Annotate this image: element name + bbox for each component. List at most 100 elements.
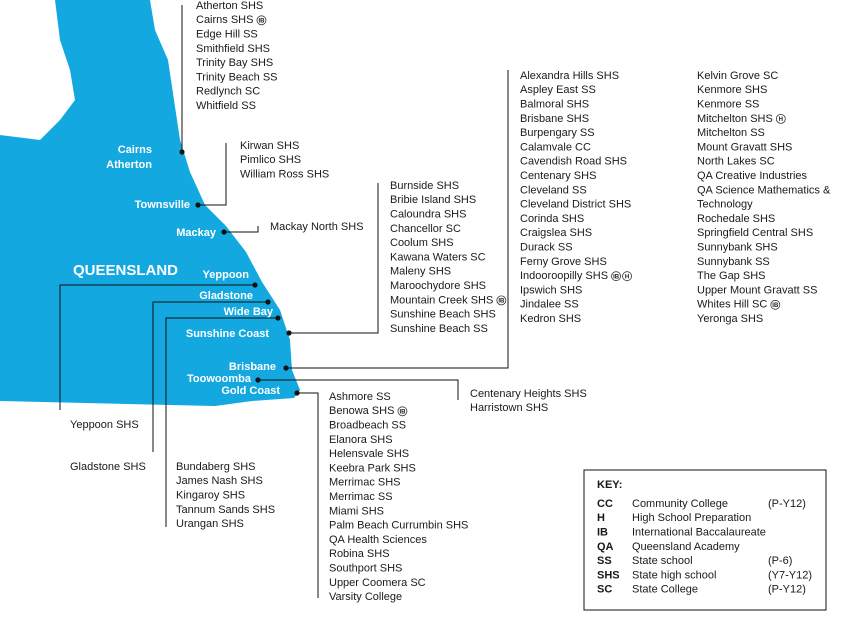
school-name: Whites Hill SC (697, 299, 767, 311)
location-dot (195, 202, 201, 208)
school-name: Cleveland SS (520, 184, 587, 196)
school-name: Mitchelton SS (697, 127, 765, 139)
leader-line (59, 284, 255, 410)
school-name: Durack SS (520, 242, 573, 254)
school-name: James Nash SHS (176, 475, 263, 487)
location-dot (275, 315, 281, 321)
school-name: Upper Coomera SC (329, 577, 426, 589)
school-name: QA Science Mathematics & (697, 184, 831, 196)
school-name: Maroochydore SHS (390, 280, 486, 292)
school-name: Pimlico SHS (240, 154, 301, 166)
location-dot (252, 282, 258, 288)
region-label: Gold Coast (221, 385, 280, 397)
school-name: Palm Beach Currumbin SHS (329, 520, 468, 532)
school-name: Kedron SHS (520, 313, 581, 325)
key-description: State College (632, 584, 698, 596)
school-name: Mackay North SHS (270, 221, 364, 233)
school-name: Redlynch SC (196, 86, 260, 98)
school-name: Centenary SHS (520, 170, 596, 182)
location-dot (286, 330, 292, 336)
key-abbr: CC (597, 498, 613, 510)
region-label: Toowoomba (187, 373, 252, 385)
key-description: State high school (632, 569, 716, 581)
school-name: Technology (697, 199, 753, 211)
badge: IB (258, 18, 265, 24)
school-name: Craigslea SHS (520, 227, 592, 239)
school-name: Merrimac SHS (329, 477, 401, 489)
key-description: International Baccalaureate (632, 527, 766, 539)
key-abbr: IB (597, 527, 608, 539)
school-name: Mount Gravatt SHS (697, 141, 792, 153)
badge-circle (622, 271, 632, 282)
school-name: Caloundra SHS (390, 209, 466, 221)
school-name: Smithfield SHS (196, 43, 270, 55)
school-name: Bundaberg SHS (176, 461, 256, 473)
school-name: Varsity College (329, 591, 402, 603)
leader-line (289, 183, 379, 334)
school-name: Merrimac SS (329, 491, 393, 503)
school-name: Indooroopilly SHS (520, 270, 608, 282)
school-name: Chancellor SC (390, 223, 461, 235)
badge: H (779, 117, 783, 123)
badge-circle (397, 406, 408, 417)
region-label: Yeppoon (203, 269, 250, 281)
school-name: Benowa SHS (329, 405, 394, 417)
badge-circle (775, 114, 786, 124)
school-name: Burpengary SS (520, 127, 595, 139)
badge-circle (770, 299, 781, 310)
school-name: Coolum SHS (390, 237, 454, 249)
school-name: Maleny SHS (390, 266, 451, 278)
school-name: Sunnybank SHS (697, 242, 778, 254)
school-name: Elanora SHS (329, 434, 393, 446)
school-name: Mitchelton SHS (697, 113, 773, 125)
school-name: Keebra Park SHS (329, 462, 416, 474)
school-name: Edge Hill SS (196, 29, 258, 41)
region-label: Atherton (106, 159, 152, 171)
key-abbr: H (597, 512, 605, 524)
school-name: QA Creative Industries (697, 170, 808, 182)
school-name: William Ross SHS (240, 169, 329, 181)
school-name: Calamvale CC (520, 141, 591, 153)
region-label: Brisbane (229, 361, 276, 373)
queensland-shape (0, 0, 300, 406)
leader-line (152, 301, 268, 452)
school-name: The Gap SHS (697, 270, 765, 282)
key-description: High School Preparation (632, 512, 751, 524)
key-description: State school (632, 555, 693, 567)
leader-line (198, 143, 227, 206)
key-years: (Y7-Y12) (768, 569, 812, 581)
school-name: Harristown SHS (470, 402, 548, 414)
key-description: Queensland Academy (632, 541, 740, 553)
school-name: Sunshine Beach SHS (390, 309, 496, 321)
leader-line (224, 226, 259, 233)
key-title: KEY: (597, 479, 622, 491)
school-name: Yeronga SHS (697, 313, 763, 325)
school-name: Helensvale SHS (329, 448, 409, 460)
school-name: QA Health Sciences (329, 534, 427, 546)
key-years: (P-6) (768, 555, 792, 567)
school-name: Bribie Island SHS (390, 194, 476, 206)
region-label: Gladstone (199, 290, 253, 302)
school-name: Urangan SHS (176, 518, 244, 530)
leader-line (258, 379, 459, 400)
leader-line (297, 392, 319, 598)
school-name: Southport SHS (329, 563, 402, 575)
school-name: Whitfield SS (196, 100, 256, 112)
school-name: Tannum Sands SHS (176, 504, 275, 516)
region-label: Cairns (118, 144, 152, 156)
region-label: Townsville (135, 199, 190, 211)
badge: IB (498, 298, 505, 304)
key-description: Community College (632, 498, 728, 510)
location-dot (283, 365, 289, 371)
region-label: Sunshine Coast (186, 328, 269, 340)
key-abbr: SS (597, 555, 612, 567)
school-name: Cleveland District SHS (520, 199, 631, 211)
school-name: Gladstone SHS (70, 461, 146, 473)
school-name: Ipswich SHS (520, 284, 582, 296)
school-name: Kelvin Grove SC (697, 70, 778, 82)
key-years: (P-Y12) (768, 584, 806, 596)
key-abbr: SHS (597, 569, 620, 581)
school-name: Kirwan SHS (240, 140, 299, 152)
school-name: Kenmore SHS (697, 84, 767, 96)
school-name: Aspley East SS (520, 84, 596, 96)
